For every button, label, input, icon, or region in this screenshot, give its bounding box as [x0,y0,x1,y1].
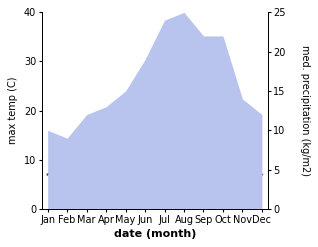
Y-axis label: med. precipitation (kg/m2): med. precipitation (kg/m2) [300,45,310,176]
X-axis label: date (month): date (month) [114,229,196,239]
Y-axis label: max temp (C): max temp (C) [8,77,18,144]
